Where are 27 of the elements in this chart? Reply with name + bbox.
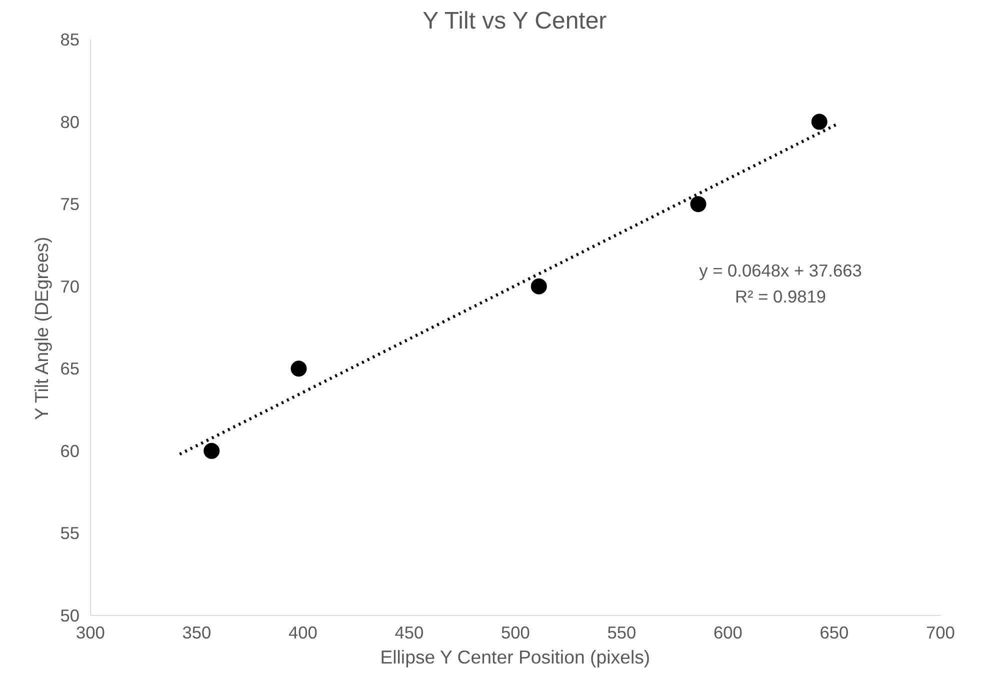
- x-tick-label: 450: [394, 622, 424, 642]
- annotation: y = 0.0648x + 37.663: [699, 260, 862, 280]
- y-tick-label: 55: [60, 523, 80, 544]
- point: [204, 442, 220, 459]
- x-tick-label: 500: [501, 622, 530, 642]
- point: [530, 278, 547, 294]
- y-tick-label: 60: [60, 440, 80, 461]
- x-tick-label: 350: [182, 622, 212, 642]
- y-tick-label: 85: [60, 30, 80, 50]
- x-tick-label: 700: [926, 622, 955, 642]
- point: [290, 360, 307, 377]
- y-tick-label: 75: [60, 194, 80, 214]
- y-tick-label: 65: [60, 358, 80, 379]
- x-tick-label: 550: [607, 622, 636, 642]
- point: [811, 114, 828, 130]
- x-tick-label: 600: [714, 622, 742, 642]
- x-tick-label: 650: [820, 622, 849, 642]
- y-tick-label: 50: [60, 606, 80, 626]
- y-axis-title: Y Tilt Angle (DEgrees): [31, 236, 52, 420]
- point: [690, 196, 706, 212]
- x-axis-title: Ellipse Y Center Position (pixels): [380, 646, 650, 668]
- x-tick-label: 300: [76, 622, 105, 642]
- x-tick-label: 400: [288, 622, 318, 642]
- chart-title: Y Tilt vs Y Center: [422, 8, 607, 34]
- annotation: R² = 0.9819: [734, 286, 826, 306]
- y-tick-label: 80: [60, 112, 80, 132]
- y-tick-label: 70: [60, 276, 80, 296]
